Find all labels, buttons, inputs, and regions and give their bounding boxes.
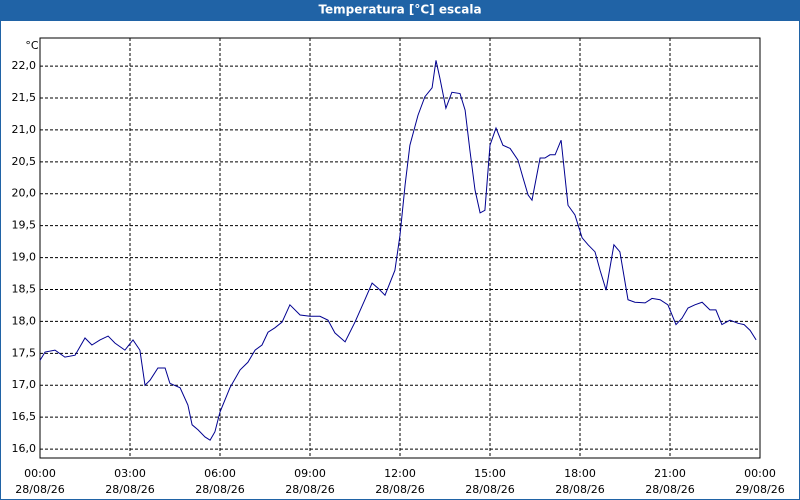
- y-tick-label: 18,5: [12, 282, 37, 295]
- y-tick-label: 16,5: [12, 410, 37, 423]
- x-tick-label: 15:00: [474, 467, 506, 480]
- x-tick-date: 28/08/26: [15, 483, 64, 496]
- y-tick-label: 20,5: [12, 155, 37, 168]
- x-tick-label: 18:00: [564, 467, 596, 480]
- temperature-line: [39, 60, 757, 441]
- x-tick-label: 09:00: [294, 467, 326, 480]
- y-tick-label: 21,0: [12, 123, 37, 136]
- chart-title: Temperatura [°C] escala: [318, 3, 481, 17]
- x-tick-date: 28/08/26: [465, 483, 514, 496]
- y-tick-label: 19,5: [12, 219, 37, 232]
- y-tick-label: 22,0: [12, 59, 37, 72]
- x-tick-label: 06:00: [204, 467, 236, 480]
- x-tick-label: 21:00: [654, 467, 686, 480]
- x-tick-label: 03:00: [114, 467, 146, 480]
- y-unit: °C: [25, 39, 39, 52]
- plot-frame: [39, 37, 761, 459]
- x-tick-date: 28/08/26: [285, 483, 334, 496]
- y-tick-label: 17,0: [12, 378, 37, 391]
- x-tick-date: 29/08/26: [735, 483, 784, 496]
- y-tick-label: 16,0: [12, 442, 37, 455]
- x-tick-label: 12:00: [384, 467, 416, 480]
- y-tick-label: 21,5: [12, 91, 37, 104]
- y-tick-label: 20,0: [12, 187, 37, 200]
- x-tick-date: 28/08/26: [555, 483, 604, 496]
- x-tick-label: 00:00: [24, 467, 56, 480]
- y-tick-label: 19,0: [12, 251, 37, 264]
- title-bar: [0, 0, 800, 20]
- x-tick-date: 28/08/26: [375, 483, 424, 496]
- x-tick-date: 28/08/26: [645, 483, 694, 496]
- y-tick-label: 17,5: [12, 346, 37, 359]
- x-tick-label: 00:00: [744, 467, 776, 480]
- x-tick-date: 28/08/26: [105, 483, 154, 496]
- x-tick-date: 28/08/26: [195, 483, 244, 496]
- y-tick-label: 18,0: [12, 314, 37, 327]
